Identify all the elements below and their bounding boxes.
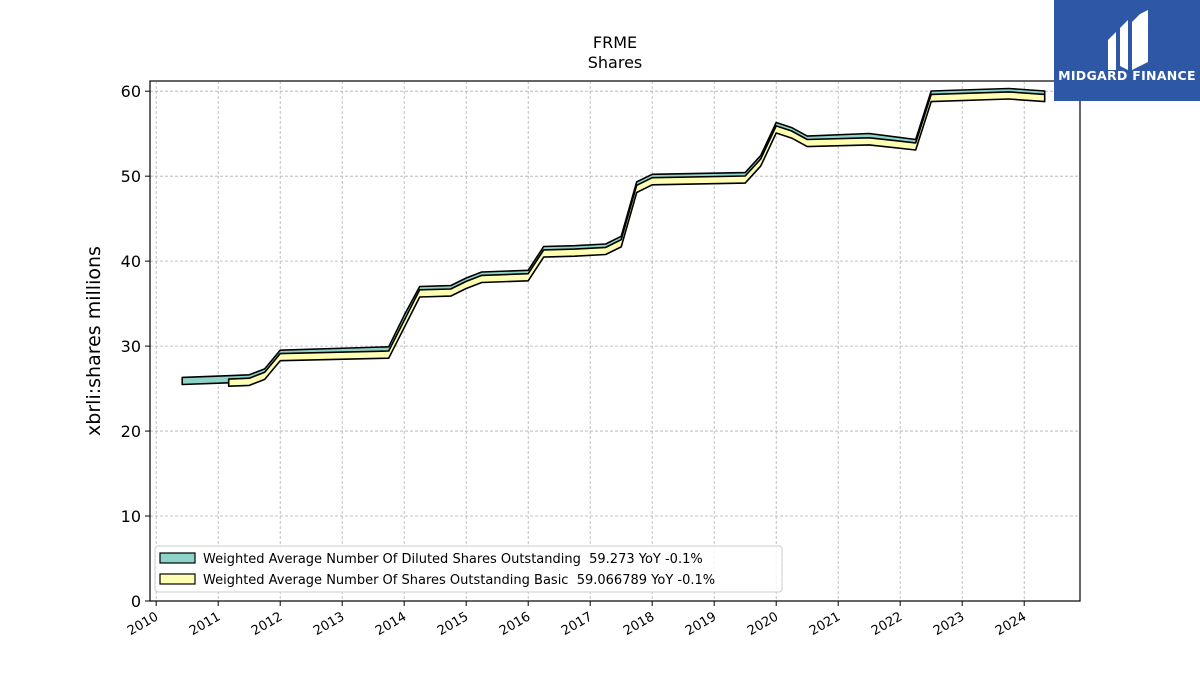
legend-label-basic: Weighted Average Number Of Shares Outsta… — [203, 573, 715, 588]
plot-frame — [149, 80, 1081, 602]
legend-label-diluted: Weighted Average Number Of Diluted Share… — [203, 552, 703, 567]
y-tick-label: 50 — [121, 167, 141, 186]
chart-subtitle: Shares — [588, 53, 643, 72]
series-layer — [181, 87, 1046, 387]
chart-title: FRME — [593, 33, 637, 52]
y-tick-label: 60 — [121, 82, 141, 101]
logo: MIDGARD FINANCE — [1054, 0, 1200, 101]
y-axis-label: xbrli:shares millions — [83, 246, 105, 436]
y-axis: 0 10 20 30 40 50 60 — [121, 82, 150, 611]
y-tick-label: 20 — [121, 422, 141, 441]
legend-swatch-diluted — [159, 552, 196, 564]
y-tick-label: 0 — [131, 592, 141, 611]
legend: Weighted Average Number Of Diluted Share… — [154, 545, 783, 593]
logo-text: MIDGARD FINANCE — [1058, 68, 1196, 83]
y-tick-label: 40 — [121, 252, 141, 271]
series-basic-shares — [227, 91, 1046, 387]
midgard-logo-icon — [1108, 10, 1148, 70]
y-tick-label: 10 — [121, 507, 141, 526]
legend-box — [154, 545, 783, 593]
legend-swatch-basic — [159, 573, 196, 585]
y-tick-label: 30 — [121, 337, 141, 356]
grid-lines — [150, 81, 1080, 602]
